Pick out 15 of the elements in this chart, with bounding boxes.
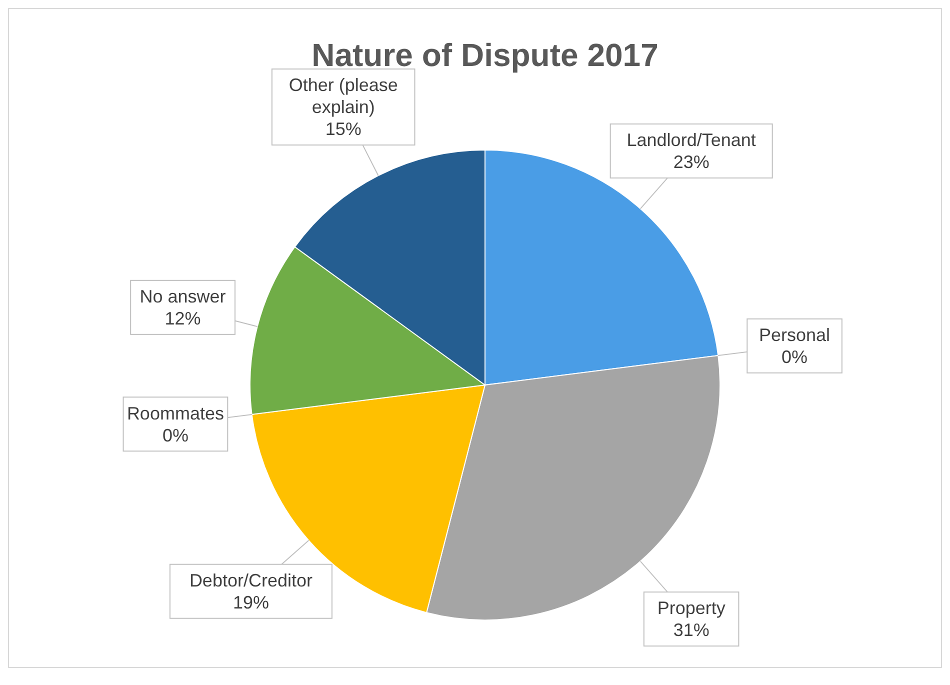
data-label: 19% — [232, 592, 269, 612]
data-label: 15% — [325, 119, 362, 140]
slice-label: Landlord/Tenant — [626, 130, 756, 150]
slice-label: Other (please explain) — [288, 75, 398, 118]
slice-label: Debtor/Creditor — [189, 570, 312, 590]
text: 0% — [782, 347, 808, 368]
data-label: 31% — [673, 620, 710, 640]
data-label: 12% — [164, 308, 201, 329]
data-label: 23% — [673, 152, 710, 172]
category-label: Personal — [759, 325, 830, 346]
slice-label: Property — [657, 598, 726, 618]
chart-title: Nature of Dispute 2017 — [312, 37, 658, 73]
category-label: Roommates — [126, 403, 224, 424]
slice-label: No answer — [140, 286, 226, 307]
text: 0% — [162, 425, 188, 446]
